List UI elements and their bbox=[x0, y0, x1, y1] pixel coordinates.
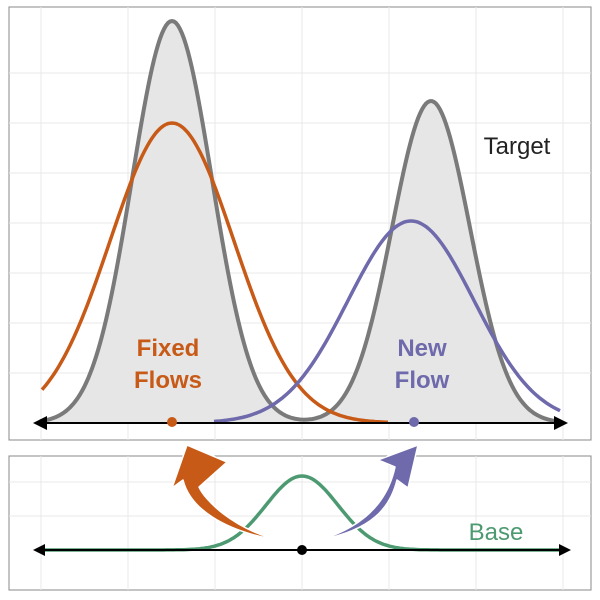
fixed-flows-point bbox=[167, 417, 177, 427]
base-panel-frame bbox=[8, 455, 592, 591]
fixed-flows-curve bbox=[40, 121, 389, 425]
new-flow-label-line1: New bbox=[397, 335, 447, 362]
base-panel-grid bbox=[9, 456, 591, 590]
new-flow-transform-arrow bbox=[319, 444, 419, 541]
target-axis-right-arrowhead bbox=[554, 416, 568, 430]
new-flow-label-line2: Flow bbox=[395, 367, 450, 394]
target-density-curve bbox=[39, 18, 561, 424]
base-origin-point bbox=[297, 545, 307, 555]
fixed-flows-label-line1: Fixed bbox=[137, 335, 200, 362]
new-flow-curve bbox=[213, 219, 561, 424]
target-label: Target bbox=[484, 133, 551, 160]
base-axis-right-arrowhead bbox=[559, 544, 571, 556]
target-panel: Target Fixed Flows New Flow bbox=[8, 6, 592, 441]
fixed-flows-label-line2: Flows bbox=[134, 367, 202, 394]
target-axis-left-arrowhead bbox=[33, 416, 47, 430]
fixed-flows-transform-arrow bbox=[171, 444, 277, 541]
base-label: Base bbox=[469, 519, 524, 546]
new-flow-point bbox=[409, 417, 419, 427]
base-axis-left-arrowhead bbox=[33, 544, 45, 556]
base-panel: Base bbox=[8, 455, 592, 591]
